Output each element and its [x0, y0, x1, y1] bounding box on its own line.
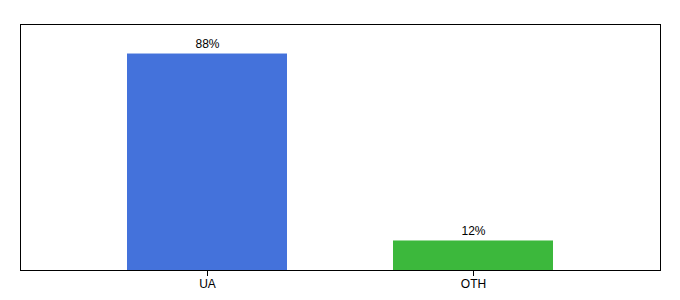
svg-text:OTH: OTH — [461, 277, 486, 291]
svg-text:12%: 12% — [461, 224, 485, 238]
svg-text:UA: UA — [199, 277, 216, 291]
svg-text:88%: 88% — [195, 37, 219, 51]
